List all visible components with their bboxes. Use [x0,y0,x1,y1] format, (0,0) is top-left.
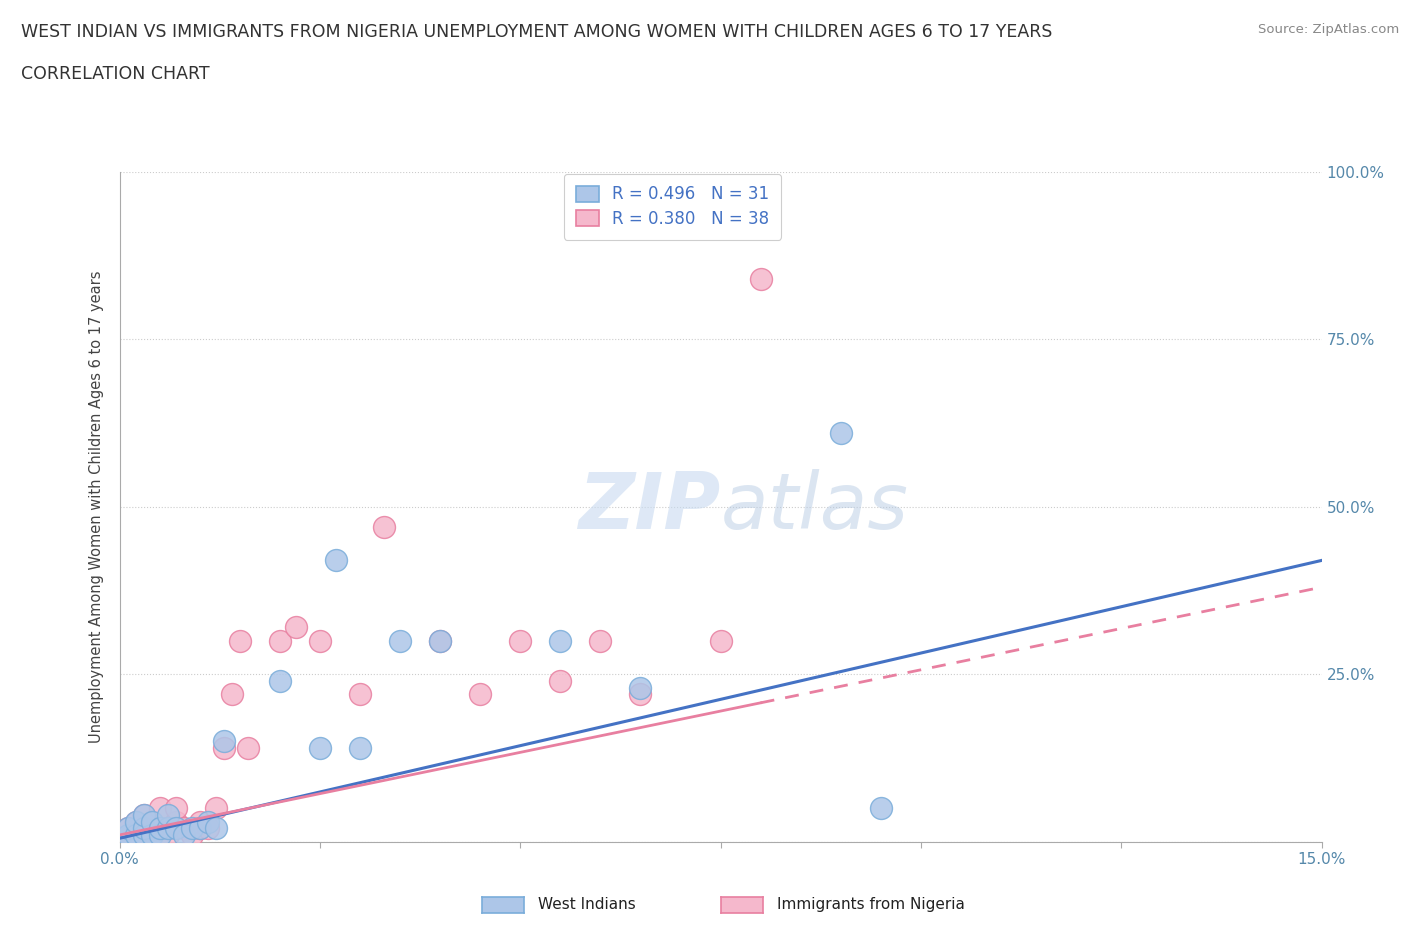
Point [132,821,155,836]
Point [550,673,572,688]
Point [197,814,219,829]
Point [117,821,139,836]
Point [749,272,772,286]
Point [149,828,172,843]
Point [156,821,179,836]
Point [550,633,572,648]
Point [173,821,195,836]
Legend: R = 0.496   N = 31, R = 0.380   N = 38: R = 0.496 N = 31, R = 0.380 N = 38 [564,174,782,240]
Point [221,687,243,702]
Text: atlas: atlas [720,469,908,545]
Point [149,821,172,836]
Point [509,633,531,648]
Point [124,828,146,843]
Point [204,801,226,816]
Point [309,740,332,755]
Point [124,828,146,843]
Point [124,814,146,829]
Point [156,828,179,843]
Point [141,814,163,829]
Text: ZIP: ZIP [578,469,720,545]
Point [212,740,235,755]
Point [173,828,195,843]
Point [180,828,202,843]
Point [108,830,131,845]
Point [132,807,155,822]
Point [165,821,187,836]
Point [709,633,731,648]
Point [630,687,652,702]
Point [349,687,371,702]
Point [117,828,139,843]
Point [108,830,131,845]
Point [204,821,226,836]
Point [132,828,155,843]
Point [124,814,146,829]
Text: Source: ZipAtlas.com: Source: ZipAtlas.com [1258,23,1399,36]
Point [149,821,172,836]
Text: WEST INDIAN VS IMMIGRANTS FROM NIGERIA UNEMPLOYMENT AMONG WOMEN WITH CHILDREN AG: WEST INDIAN VS IMMIGRANTS FROM NIGERIA U… [21,23,1053,41]
Point [388,633,412,648]
Point [429,633,451,648]
Point [188,821,211,836]
Point [284,620,307,635]
Point [180,821,202,836]
Point [117,828,139,843]
Point [165,801,187,816]
Point [309,633,332,648]
Point [589,633,612,648]
Point [117,821,139,836]
Point [197,821,219,836]
Point [269,633,291,648]
Y-axis label: Unemployment Among Women with Children Ages 6 to 17 years: Unemployment Among Women with Children A… [89,271,104,743]
Point [228,633,252,648]
Point [468,687,492,702]
Point [141,828,163,843]
Point [156,821,179,836]
Point [141,814,163,829]
Text: West Indians: West Indians [537,897,636,912]
Point [188,814,211,829]
Point [869,801,893,816]
Point [132,821,155,836]
Point [236,740,259,755]
Text: CORRELATION CHART: CORRELATION CHART [21,65,209,83]
Point [325,553,347,568]
Text: Immigrants from Nigeria: Immigrants from Nigeria [776,897,965,912]
Point [156,807,179,822]
Point [212,734,235,749]
Point [149,801,172,816]
Point [141,828,163,843]
Point [349,740,371,755]
Point [830,426,852,441]
Point [269,673,291,688]
Point [165,814,187,829]
Point [630,680,652,695]
Point [132,807,155,822]
Point [188,821,211,836]
Point [429,633,451,648]
Point [373,520,395,535]
